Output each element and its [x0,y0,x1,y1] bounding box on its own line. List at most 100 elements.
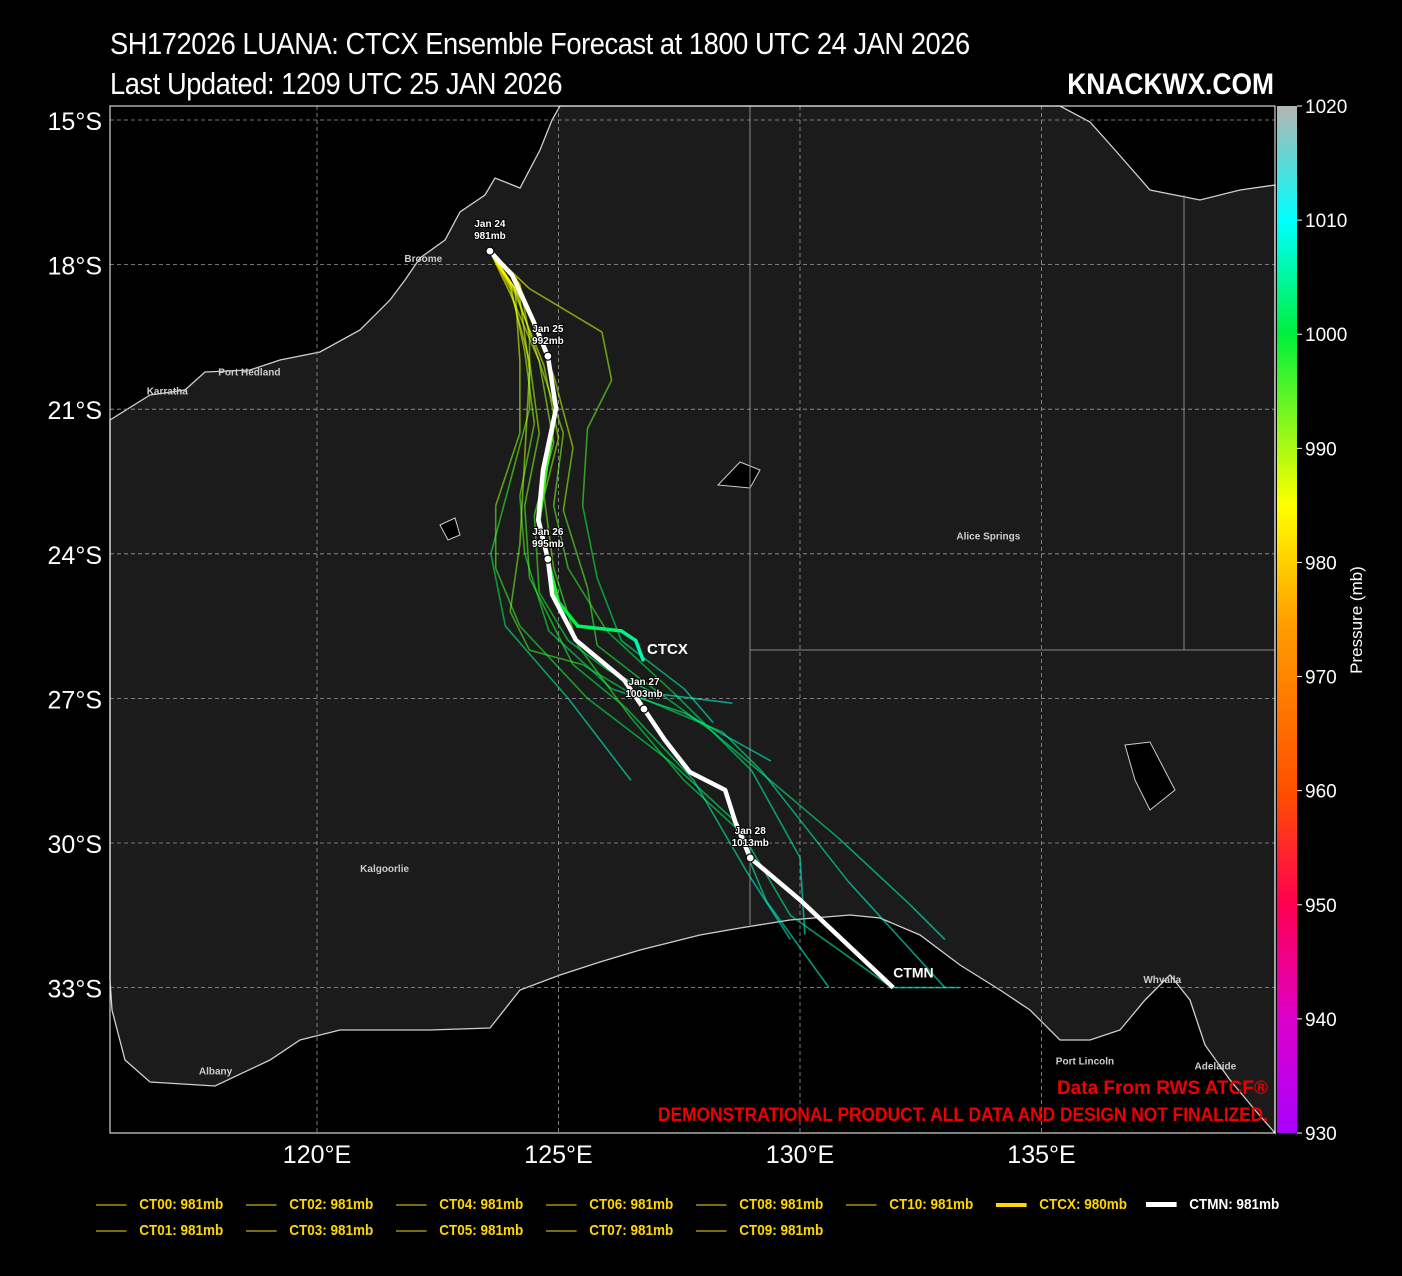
ensemble-member-segment [523,351,536,424]
daily-position-marker [639,704,649,714]
ensemble-member-segment [722,731,762,772]
pressure-label: 1003mb [625,689,662,700]
ensemble-member-segment [552,505,569,569]
colorbar-tick-label: 960 [1305,782,1337,803]
colorbar-tick-label: 970 [1305,668,1337,689]
legend-line-swatch [246,1203,277,1206]
disclaimer: DEMONSTRATIONAL PRODUCT. ALL DATA AND DE… [658,1105,1268,1126]
ensemble-member-segment [514,288,540,362]
legend-label: CT07: 981mb [589,1222,674,1239]
legend-line-swatch [846,1203,877,1206]
ensemble-member-segment [712,731,840,839]
ensemble-member-segment [746,871,792,940]
legend-line-swatch [1146,1202,1177,1207]
legend-label: CT05: 981mb [439,1222,524,1239]
ensemble-member-segment [601,331,613,381]
ensemble-member-segment [567,697,632,781]
legend-item: CTMN: 981mb [1146,1196,1279,1213]
legend-item: CT02: 981mb [246,1196,373,1213]
lat-tick-label: 27°S [48,686,102,714]
date-label: Jan 25 [532,324,564,335]
map-title: SH172026 LUANA: CTCX Ensemble Forecast a… [110,26,970,61]
legend-line-swatch [546,1203,577,1206]
colorbar-label: Pressure (mb) [1347,566,1366,674]
ensemble-member-segment [760,770,849,883]
ctcx-track-segment [556,600,580,628]
ensemble-member-segment [538,591,569,641]
legend-item: CTCX: 980mb [996,1196,1127,1213]
ensemble-member-segment [765,900,830,989]
legend-item: CT10: 981mb [846,1196,973,1213]
australia-landmass [109,105,1276,1135]
lake-island [439,517,461,541]
legend-line-swatch [96,1203,127,1206]
lon-tick-label: 135°E [1007,1141,1075,1169]
ensemble-member-segment [582,663,632,695]
lat-tick-label: 18°S [48,253,102,281]
daily-position-marker [543,351,553,361]
legend-item: CT03: 981mb [246,1222,373,1239]
legend-label: CT03: 981mb [289,1222,374,1239]
ensemble-member-segment [528,577,574,666]
ensemble-member-segment [528,360,540,434]
ctcx-track-segment [634,638,645,662]
ensemble-member-segment [548,630,613,690]
city-label: Port Lincoln [1056,1057,1114,1068]
legend-line-swatch [996,1202,1027,1207]
ensemble-member-segment [509,544,521,612]
ensemble-member-segment [620,639,685,690]
ensemble-member-segment [538,360,565,434]
last-updated: Last Updated: 1209 UTC 25 JAN 2026 [110,66,563,101]
brand-logo: KNACKWX.COM [1067,68,1274,101]
daily-position-marker [543,554,553,564]
lat-tick-label: 21°S [48,397,102,425]
ensemble-member-segment [606,630,675,695]
ensemble-member-segment [838,837,912,907]
ensemble-member-segment [514,288,521,362]
ensemble-member-segment [543,495,555,569]
ensemble-member-segment [630,717,685,781]
ensemble-member-segment [523,433,540,506]
ensemble-member-segment [630,692,724,733]
city-label: Alice Springs [956,531,1020,542]
ensemble-member-segment [543,437,560,497]
lat-tick-label: 33°S [48,976,102,1004]
colorbar-tick-label: 950 [1305,896,1337,917]
legend-line-swatch [396,1203,427,1206]
ensemble-member-segment [625,707,695,781]
legend-item: CT09: 981mb [696,1222,823,1239]
ctcx-track-segment [576,624,624,633]
ensemble-member-segment [523,505,531,578]
ctcx-label: CTCX [647,641,688,658]
legend-item: CT05: 981mb [396,1222,523,1239]
date-label: Jan 27 [628,677,660,688]
city-label: Port Hedland [218,367,280,378]
colorbar-tick-label: 930 [1305,1124,1337,1145]
city-label: Kalgoorlie [360,864,409,875]
ensemble-member-segment [552,375,574,448]
lon-tick-label: 130°E [766,1141,834,1169]
legend-item: CT08: 981mb [696,1196,823,1213]
legend-label: CT06: 981mb [589,1196,674,1213]
ensemble-member-segment [799,857,806,935]
ensemble-member-segment [741,832,792,916]
legend-line-swatch [246,1229,277,1232]
legend-label: CTCX: 980mb [1039,1196,1127,1213]
ensemble-member-segment [586,587,598,646]
legend-label: CTMN: 981mb [1189,1196,1280,1213]
city-label: Broome [404,254,442,265]
ensemble-member-segment [596,644,642,680]
data-source-credit: Data From RWS ATCF® [1057,1078,1268,1099]
ensemble-member-segment [529,288,603,333]
legend-line-swatch [546,1229,577,1232]
date-label: Jan 28 [735,826,767,837]
ensemble-member-segment [490,553,507,627]
city-label: Karratha [147,387,189,398]
lake-island [1124,741,1176,811]
ensemble-member-segment [519,625,589,699]
city-label: Albany [199,1066,233,1077]
colorbar-tick-label: 990 [1305,439,1337,460]
legend-label: CT08: 981mb [739,1196,824,1213]
ensemble-member-segment [910,905,946,940]
daily-position-marker [485,246,495,256]
